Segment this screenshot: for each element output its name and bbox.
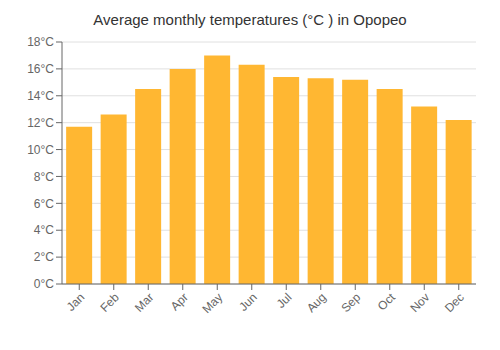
- svg-text:18°C: 18°C: [27, 35, 54, 49]
- svg-text:14°C: 14°C: [27, 89, 54, 103]
- svg-text:Oct: Oct: [375, 290, 399, 314]
- svg-text:Apr: Apr: [168, 290, 191, 313]
- svg-text:Jun: Jun: [236, 290, 260, 314]
- svg-text:Sep: Sep: [338, 290, 363, 315]
- svg-text:0°C: 0°C: [34, 277, 54, 291]
- svg-text:2°C: 2°C: [34, 250, 54, 264]
- svg-text:Mar: Mar: [132, 290, 157, 315]
- svg-text:Feb: Feb: [97, 290, 122, 315]
- svg-text:10°C: 10°C: [27, 143, 54, 157]
- svg-text:Jan: Jan: [64, 290, 88, 314]
- svg-text:Jul: Jul: [274, 290, 295, 311]
- svg-text:Dec: Dec: [442, 290, 467, 315]
- svg-text:Aug: Aug: [304, 290, 329, 315]
- svg-text:May: May: [199, 290, 225, 316]
- html-text:Average monthly temperatures (: Average monthly temperatures (°C ) in Op…: [93, 11, 407, 28]
- svg-text:Nov: Nov: [407, 290, 432, 315]
- svg-text:12°C: 12°C: [27, 116, 54, 130]
- svg-text:6°C: 6°C: [34, 197, 54, 211]
- svg-text:16°C: 16°C: [27, 62, 54, 76]
- svg-text:4°C: 4°C: [34, 223, 54, 237]
- svg-text:8°C: 8°C: [34, 170, 54, 184]
